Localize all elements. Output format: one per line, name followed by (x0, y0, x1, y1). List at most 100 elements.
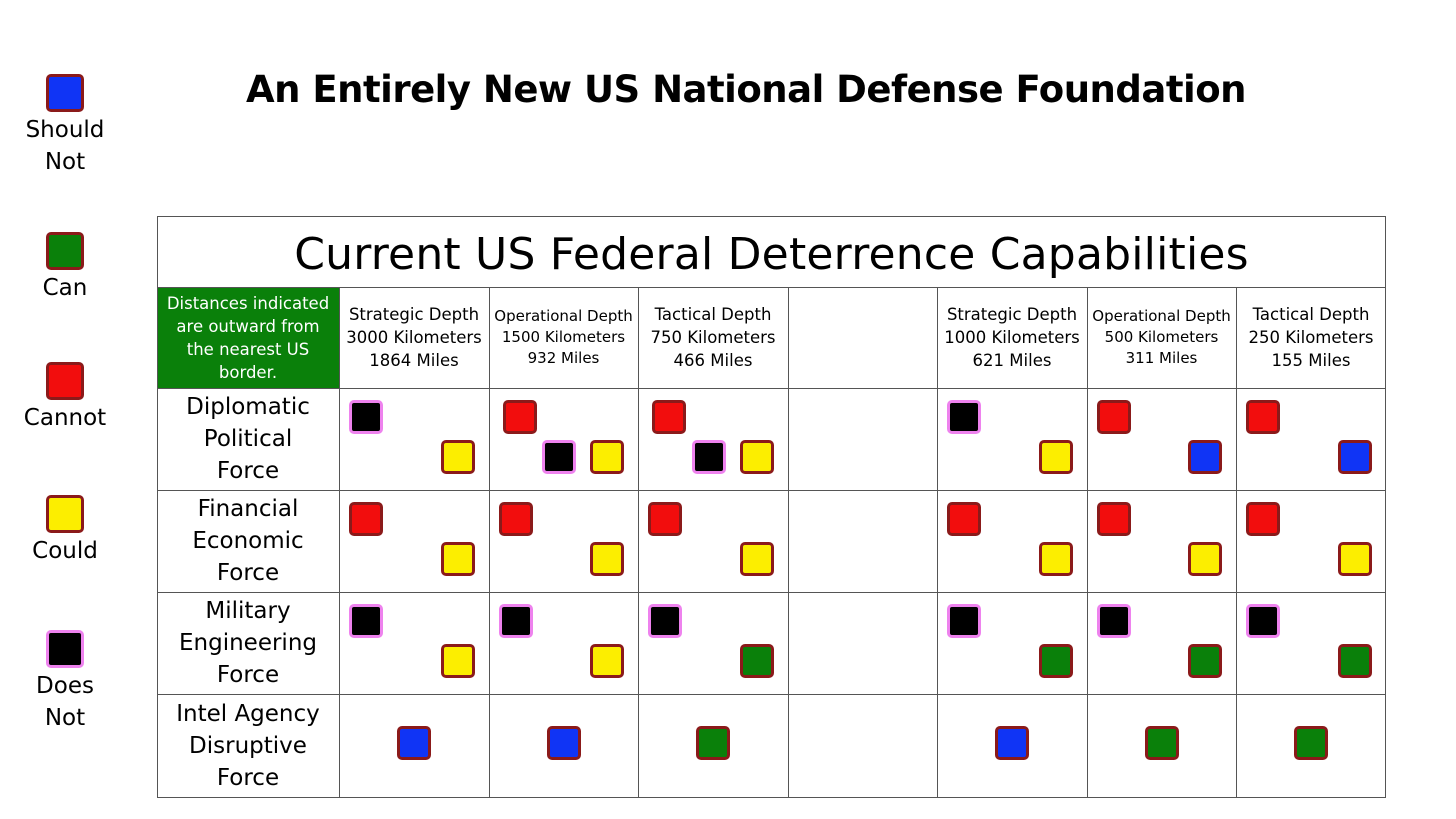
legend-label: Does Not (36, 673, 94, 731)
blue-status-square (995, 725, 1029, 760)
column-header-line3: 311 Miles (1125, 349, 1198, 367)
grid-vline (339, 287, 340, 797)
green-status-square (1338, 644, 1372, 678)
black-status-square (1246, 604, 1280, 638)
grid-vline (937, 287, 938, 797)
row-header-line1: Military (205, 598, 291, 624)
row-header-line2: Political (203, 426, 293, 452)
capabilities-table: Current US Federal Deterrence Capabiliti… (157, 216, 1386, 798)
black-swatch (46, 630, 84, 668)
row-header-line2: Engineering (179, 630, 317, 656)
grid-vline (1236, 287, 1237, 797)
column-header-line3: 1864 Miles (369, 351, 459, 370)
grid-vline (1087, 287, 1088, 797)
yellow-status-square (590, 644, 624, 678)
red-status-square (503, 400, 537, 434)
green-swatch (46, 232, 84, 270)
grid-vline (1385, 216, 1386, 797)
column-header-line3: 155 Miles (1271, 351, 1351, 370)
grid-hline (157, 287, 1386, 288)
column-header-line1: Operational Depth (494, 307, 633, 325)
row-header: Diplomatic Political Force (157, 388, 339, 490)
green-status-square (1144, 725, 1179, 760)
red-status-square (648, 502, 682, 536)
row-header-line3: Force (216, 764, 280, 791)
row-header: Military Engineering Force (157, 592, 339, 694)
row-header-line2: Disruptive (189, 732, 307, 759)
grid-vline (638, 287, 639, 797)
column-header-line2: 750 Kilometers (650, 328, 776, 347)
legend-item-green: Can (14, 232, 116, 304)
grid-vline (788, 287, 789, 797)
black-status-square (349, 400, 383, 434)
legend-label: Can (42, 275, 88, 301)
green-status-square (1294, 725, 1328, 760)
grid-hline (157, 797, 1386, 798)
green-status-square (696, 725, 730, 760)
column-header-line1: Strategic Depth (348, 305, 480, 324)
row-header-text: Intel Agency Disruptive Force (176, 698, 320, 794)
blue-status-square (1338, 440, 1372, 474)
column-header-line1: Tactical Depth (654, 305, 772, 324)
red-status-square (499, 502, 533, 536)
row-header-line2: Economic (192, 528, 304, 554)
black-status-square (692, 440, 726, 474)
legend-item-red: Cannot (14, 362, 116, 434)
column-header-line3: 932 Miles (527, 349, 600, 367)
column-header-line2: 250 Kilometers (1248, 328, 1374, 347)
column-header: Tactical Depth 750 Kilometers 466 Miles (638, 287, 788, 388)
row-header-text: Diplomatic Political Force (186, 391, 310, 487)
grid-hline (157, 490, 1386, 491)
red-status-square (947, 502, 981, 536)
yellow-status-square (740, 542, 774, 576)
column-header-line3: 466 Miles (673, 351, 753, 370)
distance-note: Distances indicated are outward from the… (157, 288, 339, 388)
yellow-status-square (1338, 542, 1372, 576)
red-status-square (652, 400, 686, 434)
legend-label: Could (32, 538, 98, 564)
yellow-status-square (590, 542, 624, 576)
column-header: Tactical Depth 250 Kilometers 155 Miles (1236, 287, 1386, 388)
main-title: An Entirely New US National Defense Foun… (246, 68, 1246, 111)
column-header-line2: 1500 Kilometers (501, 328, 626, 346)
red-status-square (1097, 400, 1131, 434)
column-header-line1: Strategic Depth (946, 305, 1078, 324)
grid-hline (157, 388, 1386, 389)
legend-item-yellow: Could (14, 495, 116, 567)
column-header (788, 287, 937, 388)
black-status-square (349, 604, 383, 638)
red-status-square (1097, 502, 1131, 536)
row-header-line1: Diplomatic (186, 394, 310, 420)
blue-status-square (397, 725, 431, 760)
legend-item-blue: Should Not (14, 74, 116, 178)
row-header-line3: Force (216, 662, 280, 688)
yellow-status-square (1039, 440, 1073, 474)
yellow-status-square (740, 440, 774, 474)
blue-swatch (46, 74, 84, 112)
grid-vline (157, 216, 158, 797)
red-status-square (1246, 502, 1280, 536)
column-header: Strategic Depth 3000 Kilometers 1864 Miles (339, 287, 489, 388)
black-status-square (648, 604, 682, 638)
row-header-line3: Force (216, 560, 280, 586)
column-header-line1: Tactical Depth (1252, 305, 1370, 324)
legend-item-black: Does Not (14, 630, 116, 734)
legend-label: Should Not (25, 117, 105, 175)
column-header-line1: Operational Depth (1092, 307, 1231, 325)
grid-hline (157, 216, 1386, 217)
red-swatch (46, 362, 84, 400)
column-header-line2: 500 Kilometers (1104, 328, 1219, 346)
yellow-status-square (441, 542, 475, 576)
row-header-line1: Intel Agency (176, 700, 320, 727)
black-status-square (542, 440, 576, 474)
red-status-square (349, 502, 383, 536)
blue-status-square (546, 725, 581, 760)
legend-label: Cannot (23, 405, 107, 431)
row-header-line1: Financial (197, 496, 299, 522)
row-header-line3: Force (216, 458, 280, 484)
black-status-square (499, 604, 533, 638)
column-header-line3: 621 Miles (972, 351, 1052, 370)
yellow-swatch (46, 495, 84, 533)
black-status-square (947, 604, 981, 638)
blue-status-square (1188, 440, 1222, 474)
